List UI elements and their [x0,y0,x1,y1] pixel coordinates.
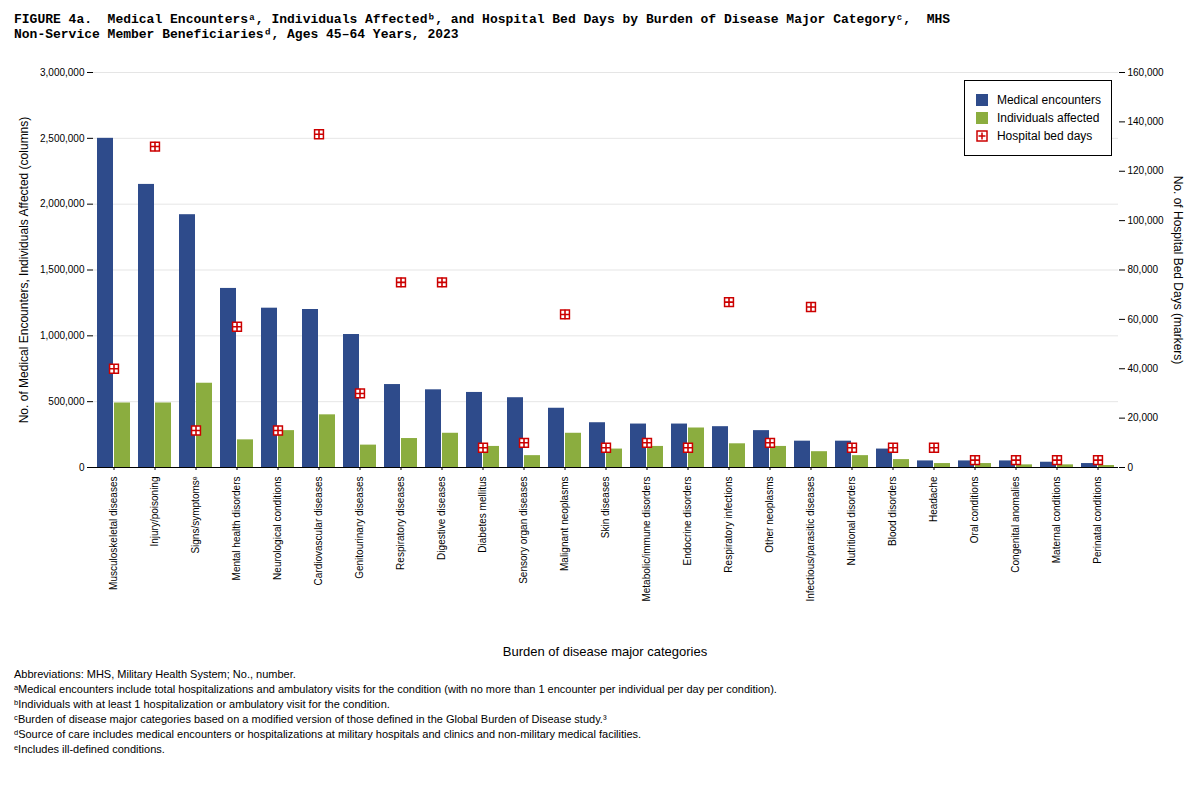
svg-text:Other neoplasms: Other neoplasms [764,477,775,553]
svg-text:Headache: Headache [928,476,939,522]
svg-text:Respiratory diseases: Respiratory diseases [395,477,406,570]
svg-text:120,000: 120,000 [1128,165,1165,176]
svg-text:140,000: 140,000 [1128,116,1165,127]
svg-text:Digestive diseases: Digestive diseases [436,477,447,560]
svg-text:Perinatal conditions: Perinatal conditions [1092,477,1103,564]
svg-text:2,000,000: 2,000,000 [40,198,85,209]
html-text:Individuals affected: Individuals affected [996,111,1100,125]
svg-text:Skin diseases: Skin diseases [600,477,611,539]
svg-text:Nutritional disorders: Nutritional disorders [846,477,857,566]
svg-text:Genitourinary diseases: Genitourinary diseases [354,477,365,579]
svg-text:60,000: 60,000 [1128,314,1159,325]
svg-text:Neurological conditions: Neurological conditions [272,477,283,580]
svg-text:3,000,000: 3,000,000 [40,67,85,78]
svg-text:Infectious/parasitic diseases: Infectious/parasitic diseases [805,477,816,602]
svg-text:Cardiovascular diseases: Cardiovascular diseases [313,477,324,586]
svg-text:2,500,000: 2,500,000 [40,133,85,144]
svg-text:0: 0 [1128,462,1134,473]
svg-text:0: 0 [79,462,85,473]
svg-text:1,000,000: 1,000,000 [40,330,85,341]
svg-text:Musculoskeletal diseases: Musculoskeletal diseases [108,477,119,590]
svg-text:Diabetes mellitus: Diabetes mellitus [477,477,488,553]
html-text:Abbreviations: MHS, Military H: Abbreviations: MHS, Military Health Syst… [14,668,296,680]
svg-text:1,500,000: 1,500,000 [40,264,85,275]
svg-text:Injury/poisoning: Injury/poisoning [149,477,160,547]
html-text:ᵈSource of care includes medic: ᵈSource of care includes medical encount… [14,728,642,740]
svg-text:Mental health disorders: Mental health disorders [231,477,242,581]
html-text:Hospital bed days: Hospital bed days [996,129,1093,143]
svg-text:Blood disorders: Blood disorders [887,477,898,546]
svg-text:Respiratory infections: Respiratory infections [723,477,734,573]
svg-text:Metabolic/immune disorders: Metabolic/immune disorders [641,477,652,602]
html-text:Medical encounters: Medical encounters [996,93,1101,107]
html-text:ᶜBurden of disease major categ: ᶜBurden of disease major categories base… [14,713,607,725]
svg-text:Malignant neoplasms: Malignant neoplasms [559,477,570,572]
html-text:Burden of disease major catego: Burden of disease major categories [502,644,708,659]
svg-text:Sensory organ diseases: Sensory organ diseases [518,477,529,584]
html-text:ᵉIncludes ill-defined conditio: ᵉIncludes ill-defined conditions. [14,743,165,755]
svg-text:Congenital anomalies: Congenital anomalies [1010,477,1021,573]
svg-text:100,000: 100,000 [1128,215,1165,226]
svg-text:Signs/symptomsᵉ: Signs/symptomsᵉ [190,476,201,553]
html-text:FIGURE 4a. Medical Encountersᵃ: FIGURE 4a. Medical Encountersᵃ, Individu… [14,12,951,42]
svg-text:500,000: 500,000 [48,396,85,407]
html-text:No. of Hospital Bed Days (mark: No. of Hospital Bed Days (markers) [1171,175,1185,364]
svg-text:80,000: 80,000 [1128,264,1159,275]
html-text:No. of Medical Encounters, Ind: No. of Medical Encounters, Individuals A… [17,116,31,423]
svg-text:Endocrine disorders: Endocrine disorders [682,477,693,566]
html-text:ᵇIndividuals with at least 1 h: ᵇIndividuals with at least 1 hospitaliza… [14,698,390,710]
svg-text:40,000: 40,000 [1128,363,1159,374]
svg-text:Oral conditions: Oral conditions [969,477,980,544]
html-text:ᵃMedical encounters include to: ᵃMedical encounters include total hospit… [14,683,777,695]
svg-text:Maternal conditions: Maternal conditions [1051,477,1062,564]
svg-text:20,000: 20,000 [1128,412,1159,423]
svg-text:160,000: 160,000 [1128,67,1165,78]
